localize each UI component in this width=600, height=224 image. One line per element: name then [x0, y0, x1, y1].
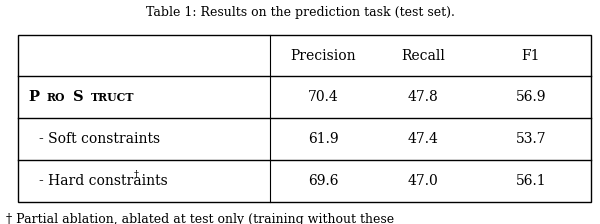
Text: 61.9: 61.9	[308, 132, 338, 146]
Text: 47.0: 47.0	[408, 174, 439, 188]
Text: 47.8: 47.8	[408, 90, 439, 104]
Text: 47.4: 47.4	[408, 132, 439, 146]
Text: P: P	[29, 90, 40, 104]
Text: 56.1: 56.1	[515, 174, 546, 188]
Text: Precision: Precision	[290, 49, 356, 62]
Text: 56.9: 56.9	[515, 90, 546, 104]
Text: F1: F1	[521, 49, 540, 62]
Text: Recall: Recall	[401, 49, 445, 62]
Text: RO: RO	[47, 92, 65, 103]
Text: Table 1: Results on the prediction task (test set).: Table 1: Results on the prediction task …	[146, 6, 454, 19]
Text: - Hard constraints: - Hard constraints	[39, 174, 168, 188]
Text: †: †	[134, 170, 139, 179]
Text: † Partial ablation, ablated at test only (training without these: † Partial ablation, ablated at test only…	[6, 213, 394, 224]
Text: 69.6: 69.6	[308, 174, 338, 188]
Text: - Soft constraints: - Soft constraints	[39, 132, 160, 146]
Text: TRUCT: TRUCT	[91, 92, 134, 103]
Text: S: S	[73, 90, 84, 104]
Text: 70.4: 70.4	[308, 90, 338, 104]
Text: 53.7: 53.7	[515, 132, 546, 146]
